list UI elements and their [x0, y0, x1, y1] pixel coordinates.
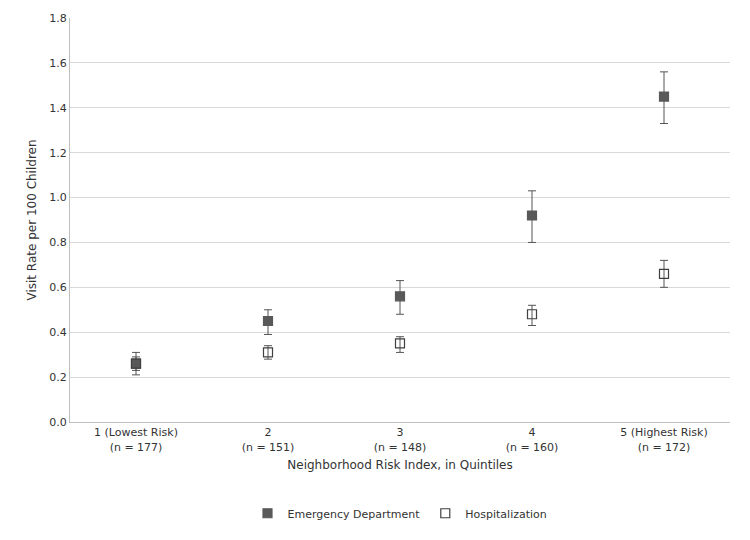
svg-text:0.4: 0.4	[49, 326, 67, 339]
svg-text:Neighborhood Risk Index, in Qu: Neighborhood Risk Index, in Quintiles	[287, 458, 512, 472]
svg-text:0.0: 0.0	[49, 416, 67, 429]
svg-text:Hospitalization: Hospitalization	[465, 508, 547, 521]
svg-text:1.8: 1.8	[49, 12, 67, 25]
svg-text:1.4: 1.4	[49, 102, 67, 115]
svg-text:1 (Lowest Risk)(n = 177): 1 (Lowest Risk)(n = 177)	[94, 426, 178, 453]
svg-text:0.8: 0.8	[49, 236, 67, 249]
svg-text:4(n = 160): 4(n = 160)	[506, 426, 559, 453]
svg-text:2(n = 151): 2(n = 151)	[242, 426, 295, 453]
svg-text:1.0: 1.0	[49, 191, 67, 204]
svg-text:0.6: 0.6	[49, 281, 67, 294]
svg-text:0.2: 0.2	[49, 371, 67, 384]
svg-text:1.2: 1.2	[49, 147, 67, 160]
svg-text:Emergency Department: Emergency Department	[288, 508, 421, 521]
svg-text:3(n = 148): 3(n = 148)	[374, 426, 427, 453]
svg-text:5 (Highest Risk)(n = 172): 5 (Highest Risk)(n = 172)	[620, 426, 707, 453]
svg-text:Visit Rate per 100 Children: Visit Rate per 100 Children	[25, 139, 39, 300]
svg-text:1.6: 1.6	[49, 57, 67, 70]
